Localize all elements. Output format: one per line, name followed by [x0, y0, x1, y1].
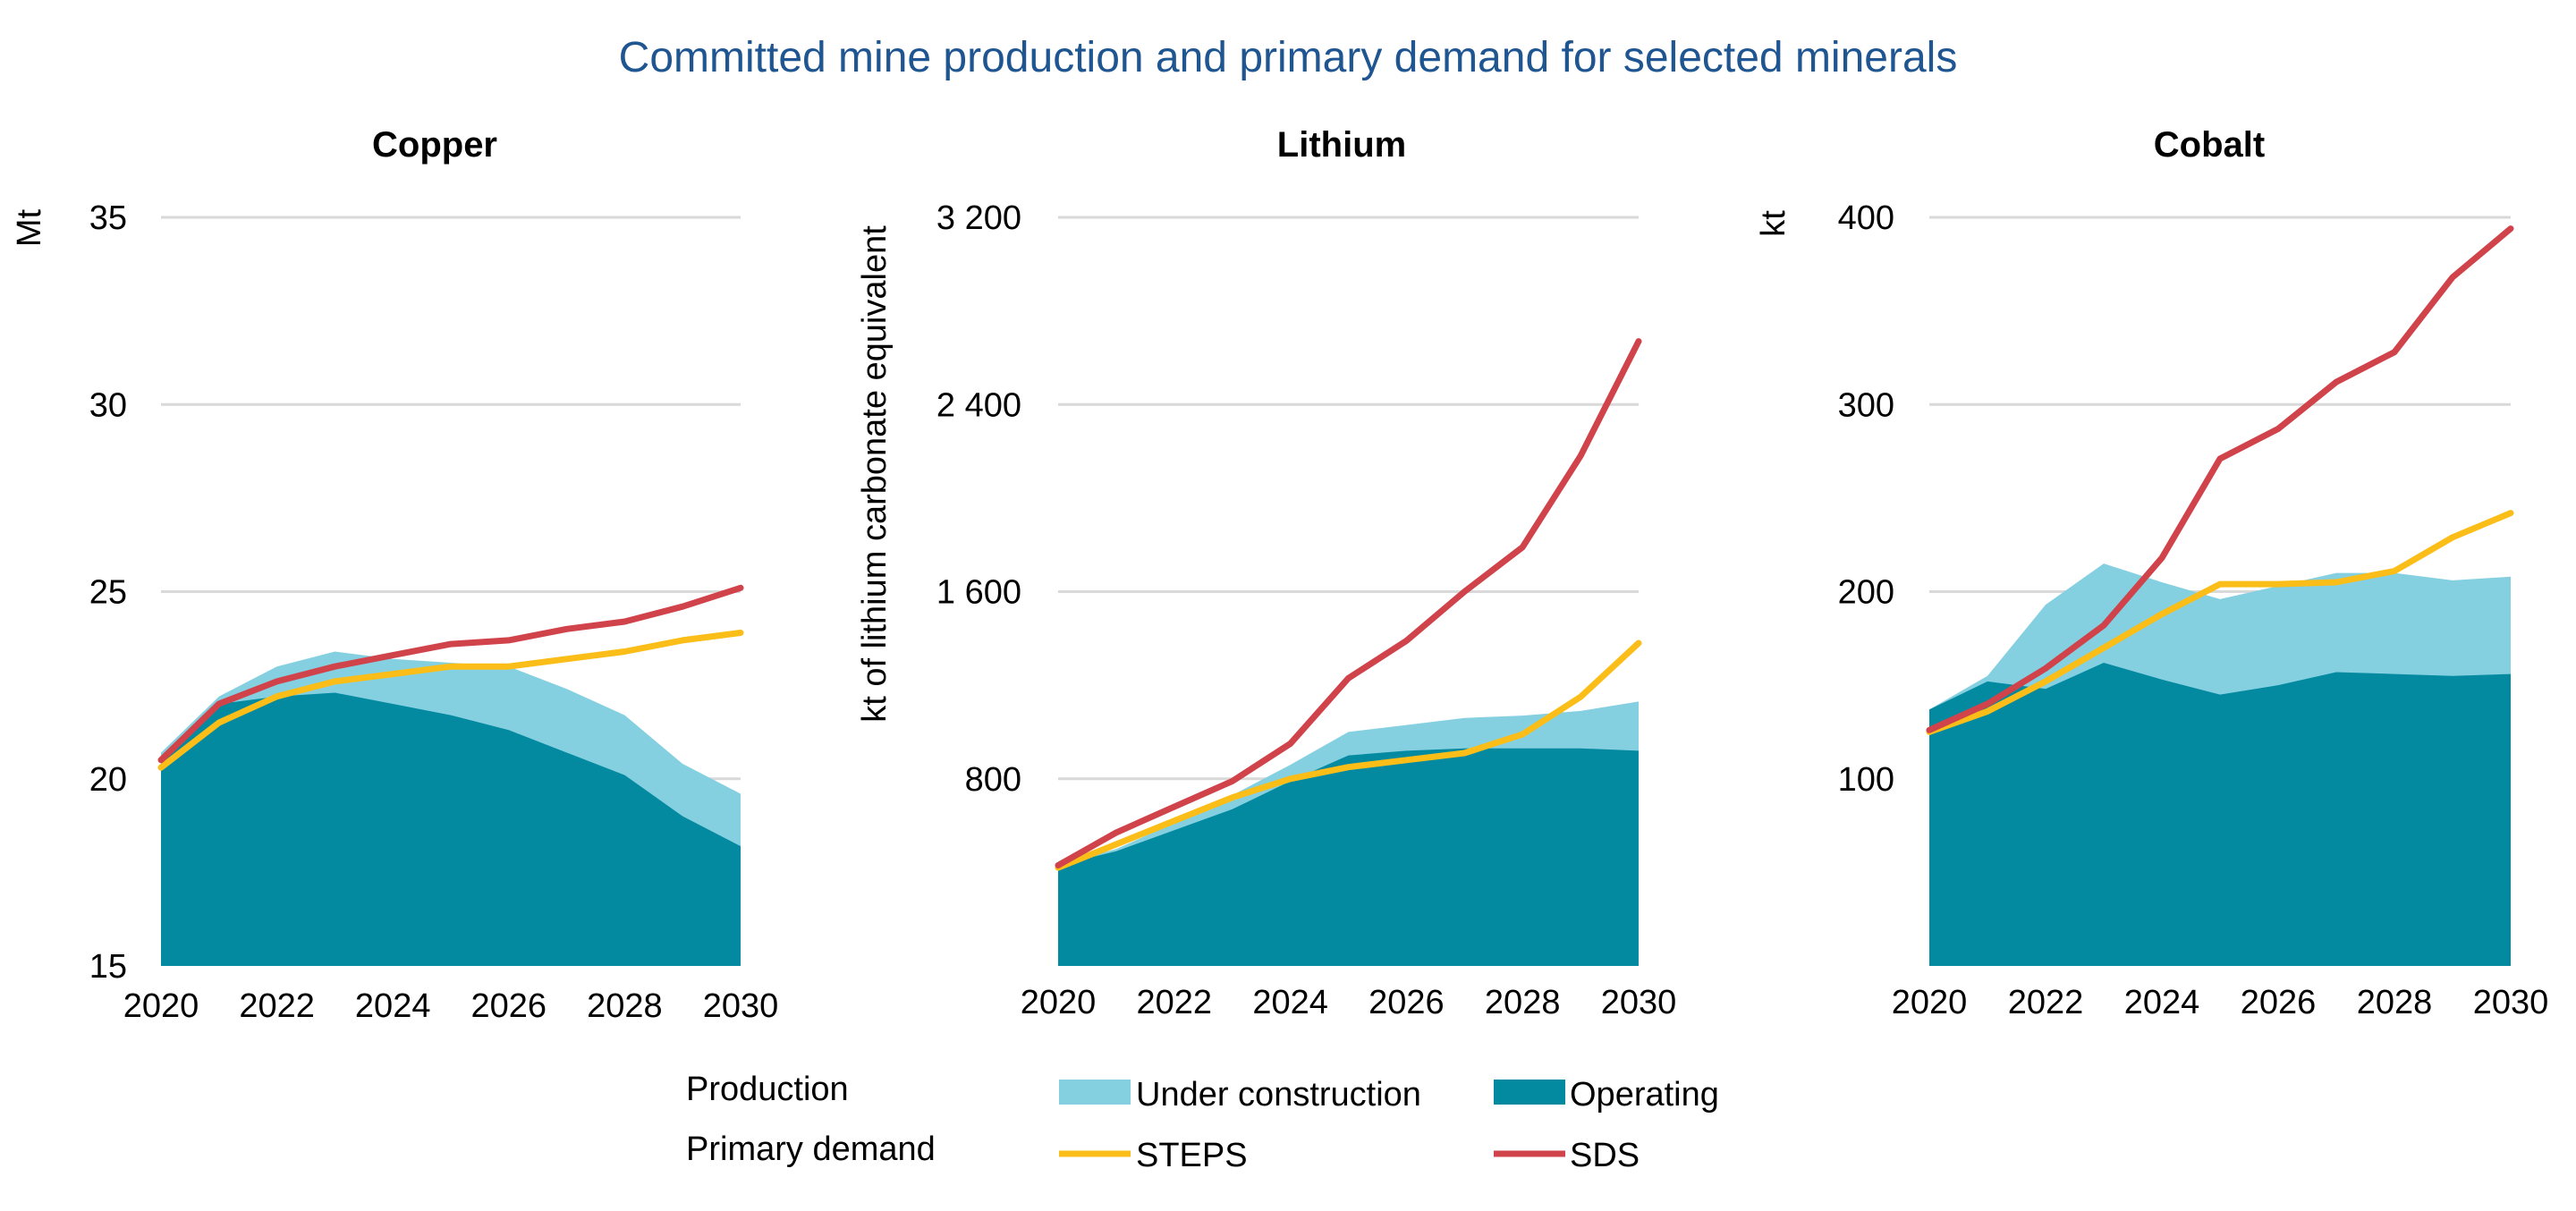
- y-tick-label-cobalt: 200: [1838, 574, 1894, 612]
- y-tick-label-cobalt: 100: [1838, 761, 1894, 799]
- y-tick-label-copper: 20: [89, 761, 127, 799]
- x-tick-label-copper: 2024: [355, 987, 431, 1025]
- x-tick-label-lithium: 2022: [1137, 984, 1213, 1021]
- x-tick-label-copper: 2030: [703, 987, 779, 1025]
- panel-copper: Copper Mt 15 20 25 30 35 2020 2022 2024 2026 2028 20…: [11, 125, 778, 1025]
- legend-label-operating: Operating: [1570, 1076, 1719, 1114]
- x-tick-label-lithium: 2030: [1601, 984, 1677, 1021]
- line-steps-copper: [157, 630, 744, 771]
- y-axis-label-cobalt: kt: [1755, 210, 1792, 237]
- x-tick-label-cobalt: 2020: [1892, 984, 1968, 1021]
- y-tick-label-cobalt: 400: [1838, 199, 1894, 237]
- y-axis-label-copper: Mt: [11, 208, 48, 247]
- legend-swatch-operating: [1494, 1080, 1565, 1105]
- legend-label-under-construction: Under construction: [1136, 1076, 1421, 1114]
- x-tick-label-cobalt: 2028: [2357, 984, 2433, 1021]
- panel-title-copper: Copper: [372, 125, 497, 165]
- y-tick-label-copper: 15: [89, 948, 127, 986]
- line-sds-copper: [157, 584, 744, 764]
- legend-swatch-under-construction: [1059, 1080, 1131, 1105]
- y-tick-label-copper: 35: [89, 199, 127, 237]
- line-steps-cobalt: [1926, 510, 2514, 735]
- x-tick-label-cobalt: 2026: [2241, 984, 2317, 1021]
- x-tick-label-copper: 2022: [239, 987, 315, 1025]
- x-tick-label-lithium: 2028: [1485, 984, 1561, 1021]
- y-axis-label-lithium: kt of lithium carbonate equivalent: [856, 225, 894, 723]
- panel-lithium: Lithium kt of lithium carbonate equivalen…: [856, 125, 1676, 1021]
- chart-title: Committed mine production and primary de…: [619, 34, 1958, 81]
- panel-title-lithium: Lithium: [1277, 125, 1406, 165]
- x-tick-label-lithium: 2026: [1368, 984, 1445, 1021]
- area-operating-lithium: [1058, 748, 1639, 966]
- x-tick-label-lithium: 2024: [1252, 984, 1328, 1021]
- y-tick-label-lithium: 3 200: [936, 199, 1021, 237]
- x-tick-label-copper: 2026: [471, 987, 547, 1025]
- x-tick-label-cobalt: 2024: [2124, 984, 2200, 1021]
- panel-cobalt: Cobalt kt 100 200 300 400 2020 2022 2024 2026 2028…: [1755, 125, 2548, 1021]
- y-tick-label-cobalt: 300: [1838, 386, 1894, 424]
- y-tick-label-copper: 30: [89, 386, 127, 424]
- legend-label-steps: STEPS: [1136, 1137, 1248, 1174]
- x-tick-label-copper: 2028: [587, 987, 663, 1025]
- x-tick-label-lithium: 2020: [1021, 984, 1097, 1021]
- y-tick-label-lithium: 1 600: [936, 574, 1021, 612]
- x-tick-label-copper: 2020: [123, 987, 199, 1025]
- legend-production-label: Production: [686, 1071, 849, 1108]
- panels: Copper Mt 15 20 25 30 35 2020 2022 2024 2026 2028 20…: [11, 125, 2548, 1025]
- area-operating-copper: [161, 692, 741, 966]
- legend-primary-demand-label: Primary demand: [686, 1131, 936, 1168]
- y-tick-label-lithium: 800: [965, 761, 1021, 799]
- legend: Production Primary demand Under constructi…: [686, 1071, 1719, 1174]
- x-tick-label-cobalt: 2030: [2473, 984, 2549, 1021]
- legend-label-sds: SDS: [1570, 1137, 1640, 1174]
- x-tick-label-cobalt: 2022: [2008, 984, 2084, 1021]
- line-steps-lithium: [1055, 639, 1642, 871]
- y-tick-label-copper: 25: [89, 574, 127, 612]
- line-sds-cobalt: [1926, 225, 2514, 733]
- panel-title-cobalt: Cobalt: [2154, 125, 2265, 165]
- area-operating-cobalt: [1929, 663, 2511, 966]
- y-tick-label-lithium: 2 400: [936, 386, 1021, 424]
- line-sds-lithium: [1055, 338, 1642, 868]
